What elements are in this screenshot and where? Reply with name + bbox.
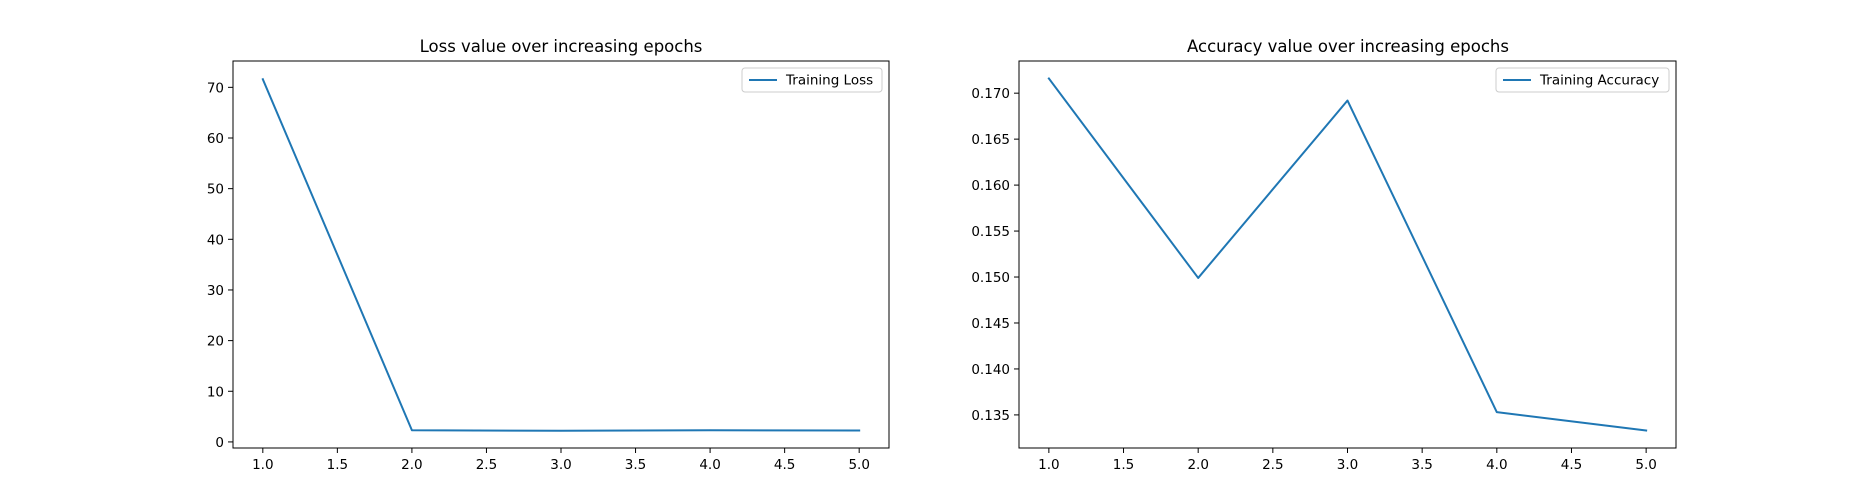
- accuracy-data-point: [1048, 77, 1050, 79]
- accuracy-y-tick-label: 0.150: [971, 270, 1010, 286]
- loss-x-axis: 1.0 1.5 2.0 2.5 3.0 3.5 4.0 4.5 5.0: [252, 448, 870, 473]
- accuracy-legend-label: Training Accuracy: [1539, 73, 1659, 89]
- loss-x-tick-label: 3.0: [550, 457, 571, 473]
- accuracy-chart: Accuracy value over increasing epochs 1.…: [971, 37, 1677, 473]
- accuracy-x-tick-label: 5.0: [1635, 457, 1656, 473]
- accuracy-y-tick-label: 0.165: [971, 132, 1010, 148]
- accuracy-y-tick-label: 0.170: [971, 86, 1010, 102]
- loss-y-tick-label: 40: [207, 232, 224, 248]
- accuracy-y-tick-label: 0.160: [971, 178, 1010, 194]
- accuracy-y-tick-label: 0.155: [971, 224, 1010, 240]
- loss-x-tick-label: 2.0: [401, 457, 422, 473]
- loss-x-tick-label: 3.5: [625, 457, 646, 473]
- loss-chart: Loss value over increasing epochs 1.0 1.5…: [207, 37, 890, 473]
- accuracy-legend: Training Accuracy: [1495, 67, 1670, 93]
- loss-y-tick-label: 10: [207, 384, 224, 400]
- loss-y-tick-label: 50: [207, 182, 224, 198]
- accuracy-data-point: [1645, 430, 1647, 432]
- loss-legend: Training Loss: [741, 67, 883, 93]
- accuracy-x-tick-label: 1.5: [1113, 457, 1134, 473]
- loss-legend-box: [741, 67, 883, 93]
- accuracy-y-axis: 0.135 0.140 0.145 0.150 0.155 0.160 0.165 0.170: [971, 86, 1019, 424]
- loss-x-tick-label: 1.5: [327, 457, 348, 473]
- loss-legend-label: Training Loss: [785, 73, 873, 89]
- loss-y-tick-label: 60: [207, 131, 224, 147]
- loss-data-point: [560, 430, 562, 432]
- loss-x-tick-label: 4.5: [774, 457, 795, 473]
- accuracy-data-point: [1347, 100, 1348, 102]
- accuracy-x-tick-label: 2.0: [1187, 457, 1208, 473]
- accuracy-x-axis: 1.0 1.5 2.0 2.5 3.0 3.5 4.0 4.5 5.0: [1038, 448, 1657, 473]
- accuracy-series-group: [1047, 77, 1648, 432]
- loss-x-tick-label: 4.0: [699, 457, 720, 473]
- accuracy-x-tick-label: 1.0: [1038, 457, 1059, 473]
- accuracy-x-tick-label: 4.5: [1561, 457, 1582, 473]
- loss-data-point: [709, 429, 711, 431]
- accuracy-x-tick-label: 2.5: [1262, 457, 1283, 473]
- loss-y-axis: 0 10 20 30 40 50 60 70: [207, 80, 233, 451]
- loss-y-tick-label: 30: [207, 283, 224, 299]
- accuracy-y-tick-label: 0.145: [971, 316, 1010, 332]
- accuracy-data-point: [1197, 277, 1199, 279]
- loss-x-tick-label: 5.0: [848, 457, 869, 473]
- accuracy-y-tick-label: 0.140: [971, 362, 1010, 378]
- accuracy-x-tick-label: 3.0: [1337, 457, 1358, 473]
- loss-y-tick-label: 0: [215, 435, 224, 451]
- accuracy-chart-title: Accuracy value over increasing epochs: [1187, 37, 1509, 56]
- loss-y-tick-label: 20: [207, 334, 224, 350]
- accuracy-data-point: [1496, 411, 1498, 413]
- loss-x-tick-label: 1.0: [252, 457, 273, 473]
- loss-data-point: [858, 430, 860, 432]
- accuracy-x-tick-label: 4.0: [1486, 457, 1507, 473]
- loss-chart-title: Loss value over increasing epochs: [420, 37, 703, 56]
- loss-data-point: [411, 429, 413, 431]
- accuracy-legend-box: [1495, 67, 1670, 93]
- loss-data-point: [262, 78, 264, 80]
- loss-series-group: [261, 77, 861, 432]
- accuracy-x-tick-label: 3.5: [1411, 457, 1432, 473]
- loss-x-tick-label: 2.5: [476, 457, 497, 473]
- loss-y-tick-label: 70: [207, 80, 224, 96]
- accuracy-y-tick-label: 0.135: [971, 408, 1010, 424]
